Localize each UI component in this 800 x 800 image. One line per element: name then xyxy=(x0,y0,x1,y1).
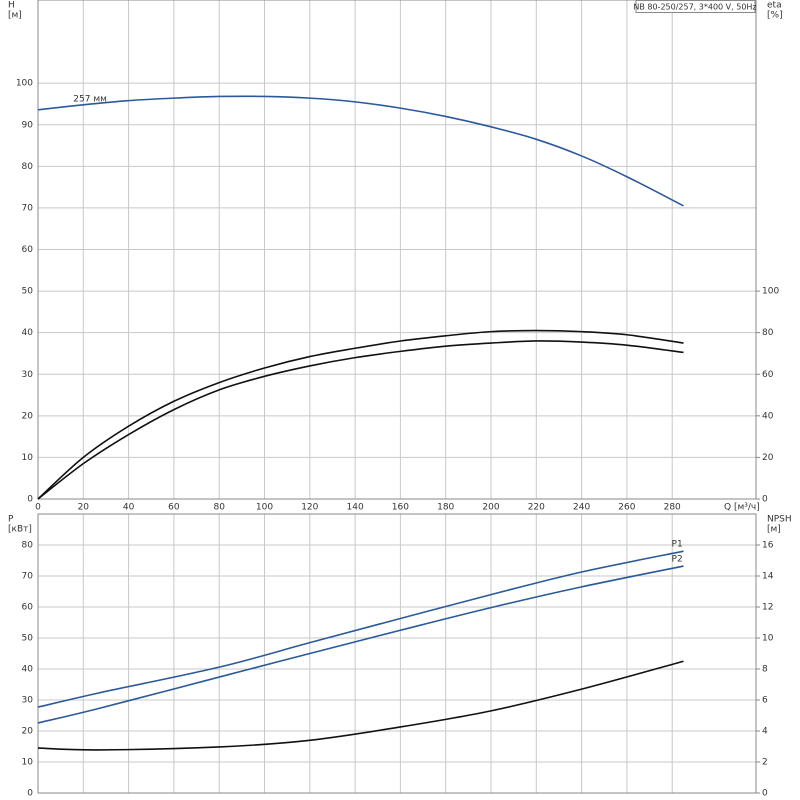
series-line xyxy=(37,95,684,207)
x-tick-label: 260 xyxy=(618,503,635,513)
y-axis-label: H xyxy=(8,1,15,11)
y-tick-label: 0 xyxy=(27,495,33,505)
x-tick-label: 200 xyxy=(482,503,499,513)
y2-tick-label: 14 xyxy=(762,572,774,582)
plot-frame xyxy=(37,513,757,794)
x-tick-label: 220 xyxy=(528,503,545,513)
series-line xyxy=(37,550,684,708)
series-line xyxy=(37,329,684,500)
y2-tick-label: 80 xyxy=(762,328,774,338)
x-tick-label: 180 xyxy=(437,503,454,513)
y2-tick-label: 4 xyxy=(762,727,768,737)
x-tick-label: 40 xyxy=(123,503,135,513)
series-label: P1 xyxy=(672,540,683,550)
y2-tick-label: 12 xyxy=(762,603,773,613)
y-tick-label: 10 xyxy=(22,758,34,768)
series-label: 257 мм xyxy=(73,94,107,104)
series-line xyxy=(37,565,684,724)
y-tick-label: 20 xyxy=(22,727,34,737)
x-tick-label: 100 xyxy=(256,503,273,513)
y-tick-label: 100 xyxy=(16,79,33,89)
x-axis-label: Q [м³/ч] xyxy=(724,503,760,513)
x-tick-label: 160 xyxy=(392,503,409,513)
y2-axis-label: [%] xyxy=(767,11,783,21)
y-tick-label: 40 xyxy=(22,665,34,675)
x-tick-label: 60 xyxy=(168,503,180,513)
y-tick-label: 60 xyxy=(22,245,34,255)
y2-tick-label: 6 xyxy=(762,696,768,706)
y-axis-label: [кВт] xyxy=(8,525,32,535)
x-tick-label: 0 xyxy=(35,503,41,513)
series-label: P2 xyxy=(672,555,683,565)
y2-tick-label: 2 xyxy=(762,758,768,768)
x-tick-label: 240 xyxy=(573,503,590,513)
y2-tick-label: 10 xyxy=(762,634,774,644)
y-tick-label: 70 xyxy=(22,203,34,213)
x-tick-label: 280 xyxy=(664,503,681,513)
series-line xyxy=(37,340,684,500)
series-line xyxy=(37,660,684,751)
y-tick-label: 70 xyxy=(22,572,34,582)
y2-tick-label: 0 xyxy=(762,495,768,505)
y-tick-label: 30 xyxy=(22,370,34,380)
y2-tick-label: 16 xyxy=(762,541,774,551)
y-tick-label: 30 xyxy=(22,696,34,706)
x-tick-label: 20 xyxy=(78,503,90,513)
y2-tick-label: 20 xyxy=(762,453,774,463)
y-tick-label: 80 xyxy=(22,162,34,172)
y-axis-label: P xyxy=(8,515,14,525)
y-tick-label: 20 xyxy=(22,411,34,421)
y2-tick-label: 40 xyxy=(762,411,774,421)
y2-axis-label: [м] xyxy=(767,525,781,535)
x-tick-label: 140 xyxy=(347,503,364,513)
y-tick-label: 10 xyxy=(22,453,34,463)
y-tick-label: 50 xyxy=(22,287,34,297)
y-tick-label: 90 xyxy=(22,120,34,130)
y-axis-label: [м] xyxy=(8,11,22,21)
y2-tick-label: 0 xyxy=(762,789,768,799)
y-tick-label: 0 xyxy=(27,789,33,799)
y-tick-label: 80 xyxy=(22,541,34,551)
y-tick-label: 60 xyxy=(22,603,34,613)
chart-title: NB 80-250/257, 3*400 V, 50Hz xyxy=(633,3,756,12)
y2-tick-label: 8 xyxy=(762,665,768,675)
title-box xyxy=(635,0,756,13)
y2-axis-label: NPSH xyxy=(767,515,792,525)
x-tick-label: 80 xyxy=(213,503,225,513)
x-tick-label: 120 xyxy=(301,503,318,513)
y2-tick-label: 60 xyxy=(762,370,774,380)
y2-axis-label: eta xyxy=(767,1,782,11)
y2-tick-label: 100 xyxy=(762,287,779,297)
y-tick-label: 40 xyxy=(22,328,34,338)
y-tick-label: 50 xyxy=(22,634,34,644)
plot-frame xyxy=(37,0,757,500)
